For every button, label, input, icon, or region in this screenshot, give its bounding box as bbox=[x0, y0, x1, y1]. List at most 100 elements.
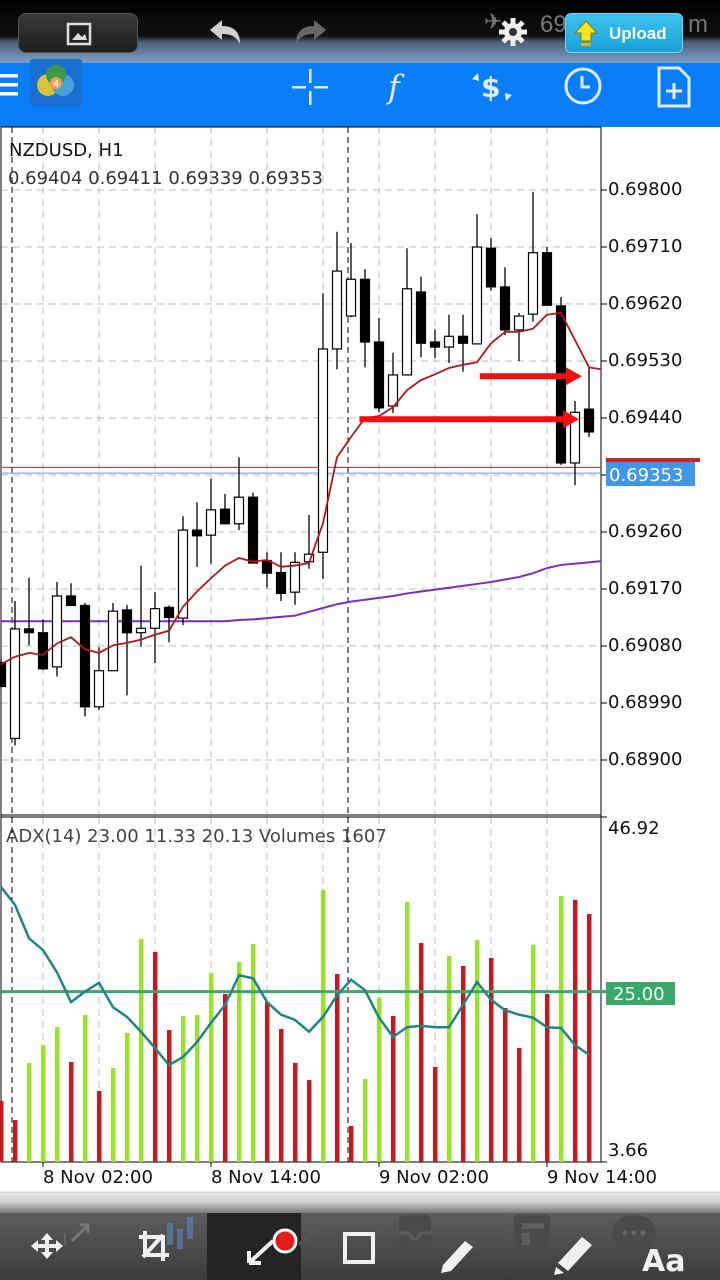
x-tick-label: 8 Nov 02:00 bbox=[43, 1167, 153, 1188]
y-tick-label: 0.69530 bbox=[608, 350, 683, 371]
toolbar-shadow bbox=[0, 1193, 720, 1215]
y-tick-label: 0.69440 bbox=[608, 407, 683, 428]
bear-candle bbox=[555, 305, 567, 464]
bear-candle bbox=[415, 291, 427, 344]
news-highlighter-icon[interactable] bbox=[510, 1213, 600, 1280]
bull-candle bbox=[9, 628, 21, 740]
trade-dollar-icon[interactable]: $ bbox=[470, 67, 514, 107]
upload-label: Upload bbox=[609, 24, 667, 43]
adx-line bbox=[0, 886, 590, 1067]
bear-candle bbox=[37, 632, 49, 670]
y-tick-label: 0.69620 bbox=[608, 293, 683, 314]
volume-bar bbox=[517, 1047, 522, 1162]
mt4-logo-icon: 4 bbox=[37, 65, 74, 96]
bear-candle bbox=[191, 529, 203, 537]
volume-bar bbox=[27, 1062, 32, 1162]
volume-bar bbox=[587, 914, 592, 1162]
volume-bar bbox=[545, 993, 550, 1162]
bear-candle bbox=[429, 341, 441, 348]
ohlc-label: 0.69404 0.69411 0.69339 0.69353 bbox=[8, 168, 323, 189]
volume-bar bbox=[111, 1068, 116, 1162]
volume-bar bbox=[489, 957, 494, 1162]
subwindow-label: ADX(14) 23.00 11.33 20.13 Volumes 1607 bbox=[6, 826, 387, 847]
crosshair-icon[interactable] bbox=[290, 67, 330, 107]
bull-candle bbox=[527, 252, 539, 315]
bull-candle bbox=[233, 496, 245, 525]
bull-candle bbox=[135, 627, 147, 634]
y-tick-label: 0.69170 bbox=[608, 578, 683, 599]
volume-bar bbox=[573, 899, 578, 1162]
upload-arrow-icon bbox=[574, 20, 598, 46]
svg-text:$: $ bbox=[481, 71, 500, 104]
annotation-arrow-head bbox=[566, 367, 582, 386]
bull-candle bbox=[177, 529, 189, 619]
volume-bar bbox=[391, 1016, 396, 1162]
bull-candle bbox=[331, 270, 343, 350]
redo-icon[interactable] bbox=[292, 18, 328, 46]
bull-candle bbox=[401, 288, 413, 376]
svg-text:4: 4 bbox=[53, 79, 59, 90]
y-tick-label: 0.69080 bbox=[608, 635, 683, 656]
arrow-dot-icon[interactable] bbox=[235, 1213, 325, 1280]
current-price-label: 0.69353 bbox=[606, 462, 695, 486]
bear-candle bbox=[247, 496, 259, 564]
upload-button[interactable]: Upload bbox=[565, 13, 683, 53]
volume-bar bbox=[475, 939, 480, 1162]
volume-bar bbox=[531, 945, 536, 1162]
volume-bar bbox=[55, 1026, 60, 1162]
mt4-logo[interactable]: 4 bbox=[30, 59, 82, 107]
bear-candle bbox=[79, 604, 91, 708]
volume-bar bbox=[419, 943, 424, 1162]
bear-candle bbox=[373, 341, 385, 409]
hamburger-icon[interactable] bbox=[0, 73, 20, 99]
gear-icon[interactable] bbox=[497, 16, 529, 48]
bear-candle bbox=[359, 278, 371, 343]
slow-ma-line bbox=[1, 560, 602, 623]
image-icon bbox=[66, 22, 92, 46]
status-fragment-right: m bbox=[688, 11, 708, 38]
svg-text:Aa: Aa bbox=[642, 1244, 685, 1279]
volume-bar bbox=[433, 1066, 438, 1162]
bear-candle bbox=[485, 247, 497, 288]
y-tick-label: 0.69260 bbox=[608, 521, 683, 542]
crop-icon[interactable] bbox=[135, 1213, 210, 1280]
volume-bar bbox=[237, 962, 242, 1162]
chat-text-icon[interactable]: Aa bbox=[610, 1213, 720, 1280]
volume-bar bbox=[293, 1062, 298, 1162]
tray-pencil-icon[interactable] bbox=[395, 1213, 485, 1280]
volume-bar bbox=[503, 1007, 508, 1162]
timeframe-clock-icon[interactable] bbox=[563, 66, 603, 106]
bear-candle bbox=[65, 595, 77, 607]
bull-candle bbox=[513, 315, 525, 331]
symbol-label: NZDUSD, H1 bbox=[9, 140, 124, 161]
bull-candle bbox=[205, 509, 217, 536]
screenshot-button[interactable] bbox=[18, 13, 138, 53]
volume-bar bbox=[195, 1014, 200, 1162]
fast-ma-line bbox=[0, 311, 602, 666]
rectangle-icon[interactable] bbox=[340, 1213, 380, 1280]
volume-bar bbox=[153, 951, 158, 1162]
volume-bar bbox=[461, 966, 466, 1162]
volume-bar bbox=[13, 1120, 18, 1162]
undo-icon[interactable] bbox=[208, 18, 244, 46]
bear-candle bbox=[163, 606, 175, 619]
new-order-doc-icon[interactable] bbox=[656, 65, 692, 109]
ask-marker bbox=[606, 458, 700, 462]
annotation-arrow-head bbox=[563, 410, 580, 429]
bear-candle bbox=[583, 408, 595, 433]
indicators-f-icon[interactable]: f bbox=[388, 68, 400, 106]
volume-bar bbox=[335, 974, 340, 1162]
level-label: 25.00 bbox=[606, 982, 675, 1005]
volume-bar bbox=[181, 1016, 186, 1162]
bear-candle bbox=[219, 508, 231, 525]
move-icon[interactable] bbox=[30, 1213, 100, 1280]
bull-candle bbox=[443, 335, 455, 348]
bull-candle bbox=[345, 278, 357, 317]
volume-bar bbox=[307, 1080, 312, 1162]
volume-bar bbox=[97, 1091, 102, 1162]
bull-candle bbox=[387, 374, 399, 407]
sub-y-min-label: 3.66 bbox=[608, 1140, 649, 1161]
drawing-toolbar bbox=[0, 1213, 720, 1280]
bull-candle bbox=[149, 608, 161, 629]
